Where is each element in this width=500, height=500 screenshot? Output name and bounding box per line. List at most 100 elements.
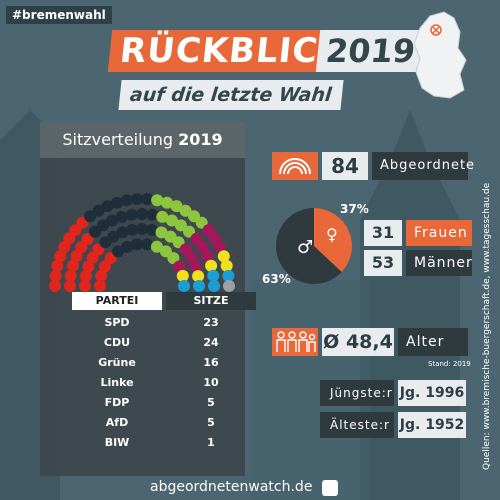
party-seats: 16 [203, 356, 219, 369]
footer-brand[interactable]: abgeordnetenwatch.de [150, 479, 313, 495]
panel-heading-year: 2019 [178, 130, 223, 149]
seat-dot [95, 269, 108, 282]
youngest-label: Jüngste:r [320, 380, 394, 406]
table-row: FDP 5 [72, 394, 256, 412]
seat-dot [156, 210, 169, 223]
seat-dot [54, 250, 67, 263]
seat-dot [125, 208, 138, 221]
seat-dot [174, 219, 187, 232]
data-date-note: Stand: 2019 [428, 360, 471, 368]
seat-dot [179, 204, 192, 217]
seat-dot [192, 270, 205, 283]
seat-dot [167, 252, 180, 265]
seat-dot [205, 259, 218, 272]
seat-dot [150, 240, 163, 253]
seat-dot [130, 193, 143, 206]
seat-dot [106, 214, 119, 227]
seat-dot [170, 200, 183, 213]
seat-dot [51, 259, 64, 272]
column-header-seats: SITZE [166, 292, 256, 310]
seat-dot [84, 210, 96, 223]
women-label: Frauen [406, 220, 472, 246]
seat-dot [196, 241, 209, 254]
party-seats: 5 [207, 416, 215, 429]
seat-dot [126, 223, 139, 236]
seat-dot [141, 193, 154, 206]
panel-heading-text: Sitzverteilung [62, 130, 173, 149]
seat-dot [220, 259, 233, 272]
pie-slice-women [314, 208, 352, 273]
seat-dot [151, 194, 164, 207]
seat-dot [190, 232, 203, 245]
panel-heading: Sitzverteilung 2019 [40, 122, 245, 158]
seat-dot [64, 269, 77, 282]
page-subtitle: auf die letzte Wahl [118, 80, 344, 110]
seat-dot [116, 226, 129, 239]
seat-dot [97, 219, 110, 232]
youngest-value: Jg. 1996 [398, 380, 466, 406]
seat-dot [88, 225, 101, 238]
seat-dot [111, 196, 123, 209]
seat-dot [121, 240, 134, 253]
male-symbol-icon: ♂ [297, 237, 313, 258]
seat-dot [120, 194, 133, 207]
men-label: Männer [406, 250, 472, 276]
party-name: Grüne [98, 356, 136, 369]
seat-dot [207, 269, 220, 282]
table-row: AfD 5 [72, 414, 256, 432]
seat-dot [58, 241, 71, 253]
seat-dot [146, 208, 159, 221]
table-row: SPD 23 [72, 314, 256, 332]
table-row: CDU 24 [72, 334, 256, 352]
party-seats: 24 [203, 336, 219, 349]
seat-dot [165, 214, 178, 227]
seat-dot [94, 280, 106, 292]
seat-dot [161, 196, 173, 209]
seat-dot [222, 269, 235, 282]
seat-dot [201, 250, 214, 263]
table-row: BIW 1 [72, 434, 256, 452]
seat-dot [185, 251, 198, 264]
female-symbol-icon: ♀ [326, 225, 338, 244]
seat-dot [79, 280, 91, 292]
seat-dot [75, 241, 88, 254]
parliament-icon-box [272, 152, 318, 180]
table-row: Grüne 16 [72, 354, 256, 372]
men-percentage: 63% [262, 272, 291, 286]
seat-dot [130, 238, 143, 251]
seat-dot [79, 270, 92, 283]
seat-dot [217, 250, 230, 263]
women-count: 31 [364, 220, 402, 246]
seat-dot [208, 280, 220, 292]
seat-dot [189, 260, 202, 273]
title-year: 2019 [315, 30, 426, 72]
oldest-value: Jg. 1952 [398, 412, 466, 438]
party-name: BIW [104, 436, 130, 449]
seat-dot [49, 280, 61, 292]
seat-dot [176, 269, 189, 282]
parliament-seat-chart [49, 193, 235, 292]
seat-dot [49, 269, 62, 282]
seat-dot [173, 260, 186, 273]
seat-dot [141, 238, 154, 251]
party-name: SPD [104, 316, 130, 329]
seat-dot [223, 280, 235, 292]
seat-dot [92, 204, 105, 217]
seat-dot [193, 280, 205, 292]
seat-dot [64, 280, 76, 292]
source-credits: Quellen: www.bremische-buergerschaft.de,… [482, 182, 492, 470]
seat-dot [107, 230, 120, 243]
deputies-label: Abgeordnete [372, 152, 474, 180]
column-header-party: PARTEI [72, 292, 162, 310]
seat-dot [112, 245, 125, 258]
seat-dot [145, 223, 158, 236]
seat-dot [178, 280, 190, 292]
people-icon-box [272, 328, 318, 356]
seat-dot [208, 232, 221, 245]
seat-dot [136, 223, 148, 235]
table-row: Linke 10 [72, 374, 256, 392]
gender-pie-chart: ♂ ♀ [276, 208, 352, 284]
seat-dot [66, 259, 79, 272]
parliament-icon [279, 158, 311, 175]
party-seats: 23 [203, 316, 219, 329]
